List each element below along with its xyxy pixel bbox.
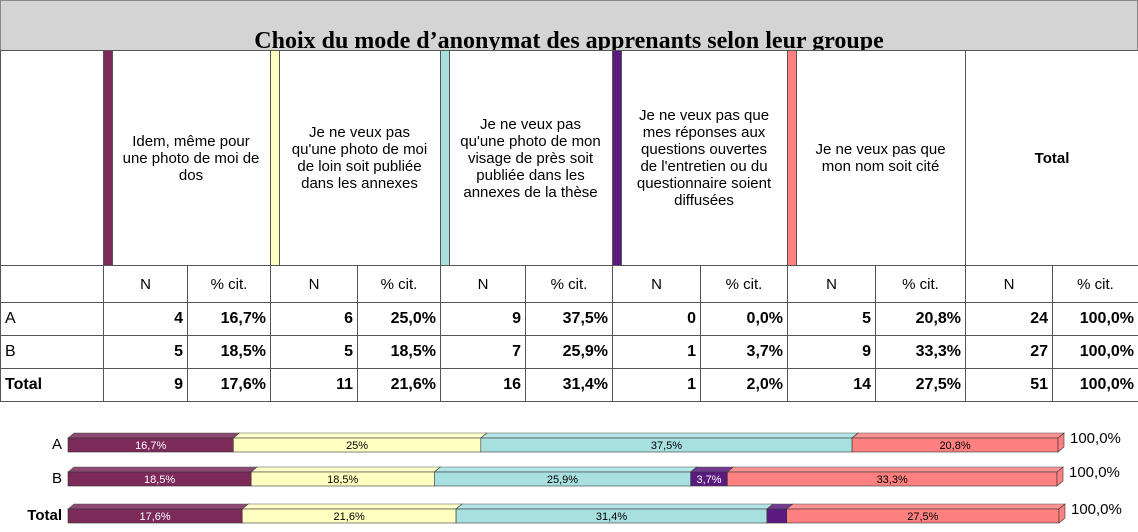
- cell: 21,6%: [357, 368, 441, 402]
- bar-top: [67, 466, 258, 473]
- value-label: 3,7%: [696, 474, 721, 486]
- cell: 24: [965, 302, 1054, 336]
- cell: 100,0%: [1052, 302, 1138, 336]
- subheader: % cit.: [700, 265, 789, 303]
- subheader: N: [270, 265, 358, 303]
- data-row: Total 9 17,6% 11 21,6% 16 31,4% 1 2,0% 14 27,5% 51 1…: [0, 368, 1138, 402]
- cell: 27: [965, 335, 1054, 369]
- bar-top: [67, 432, 241, 439]
- cell: 51: [965, 368, 1054, 402]
- bar-end: [1057, 432, 1065, 453]
- corner-cell: [0, 265, 104, 303]
- group-header: Idem, même pour une photo de moi de dos: [103, 50, 271, 266]
- color-stripe: [441, 51, 450, 265]
- cell: 3,7%: [700, 335, 789, 369]
- value-label: 17,6%: [140, 511, 171, 523]
- cell: 11: [270, 368, 358, 402]
- group-label: Je ne veux pas que mon nom soit cité: [815, 141, 946, 175]
- category-label: B: [52, 470, 62, 487]
- group-header: Je ne veux pas qu'une photo de mon visag…: [439, 50, 614, 266]
- bar-top: [455, 503, 774, 510]
- cell: 18,5%: [357, 335, 441, 369]
- group-label: Total: [1034, 149, 1070, 167]
- bar-top: [241, 503, 463, 510]
- bar-top: [250, 466, 442, 473]
- data-row: B 5 18,5% 5 18,5% 7 25,9% 1 3,7% 9 33,3% 27 100,0%: [0, 335, 1138, 369]
- total-label: 100,0%: [1070, 430, 1121, 447]
- cell: 31,4%: [524, 368, 614, 402]
- category-label: Total: [27, 507, 62, 524]
- color-stripe: [788, 51, 798, 265]
- bar: [766, 508, 788, 524]
- color-stripe: [104, 51, 113, 265]
- subheader: % cit.: [1052, 265, 1138, 303]
- cell: 0,0%: [700, 302, 789, 336]
- bar-top: [232, 432, 488, 439]
- color-stripe: [271, 51, 280, 265]
- value-label: 25,9%: [547, 474, 578, 486]
- total-label: 100,0%: [1071, 501, 1122, 518]
- subheader: N: [440, 265, 526, 303]
- group-header: Je ne veux pas qu'une photo de moi de lo…: [270, 50, 441, 266]
- bar-top: [785, 503, 1066, 510]
- subheader-row: N% cit. N% cit. N% cit. N% cit. N% cit. N% ci…: [0, 265, 1138, 303]
- value-label: 31,4%: [596, 511, 627, 523]
- group-label: Je ne veux pas qu'une photo de mon visag…: [460, 115, 601, 201]
- bar-top: [433, 466, 698, 473]
- bar-top: [67, 503, 250, 510]
- value-label: 21,6%: [334, 511, 365, 523]
- value-label: 27,5%: [907, 511, 938, 523]
- cell: 5: [103, 335, 188, 369]
- cell: 20,8%: [875, 302, 967, 336]
- cell: 9: [103, 368, 188, 402]
- subheader: N: [612, 265, 702, 303]
- group-header: Total: [965, 50, 1138, 266]
- bar-top: [480, 432, 859, 439]
- value-label: 37,5%: [651, 440, 682, 452]
- subheader: % cit.: [524, 265, 614, 303]
- corner-cell: [0, 50, 104, 266]
- subheader: N: [787, 265, 877, 303]
- cell: 18,5%: [187, 335, 271, 369]
- cell: 1: [612, 335, 702, 369]
- cell: 27,5%: [875, 368, 967, 402]
- cell: 5: [270, 335, 358, 369]
- row-label: Total: [0, 368, 104, 402]
- category-label: A: [52, 436, 62, 453]
- subheader: N: [103, 265, 188, 303]
- group-label: Je ne veux pas qu'une photo de moi de lo…: [291, 124, 428, 192]
- value-label: 33,3%: [877, 474, 908, 486]
- value-label: 20,8%: [939, 440, 970, 452]
- cell: 1: [612, 368, 702, 402]
- group-label: Je ne veux pas que mes réponses aux ques…: [636, 107, 772, 209]
- title: Choix du mode d’anonymat des apprenants …: [0, 0, 1138, 51]
- cell: 33,3%: [875, 335, 967, 369]
- cell: 17,6%: [187, 368, 271, 402]
- bar-top: [689, 466, 735, 473]
- cell: 16: [440, 368, 526, 402]
- bar-top: [726, 466, 1064, 473]
- cell: 7: [440, 335, 526, 369]
- bar-top: [851, 432, 1065, 439]
- value-label: 18,5%: [327, 474, 358, 486]
- total-label: 100,0%: [1069, 464, 1120, 481]
- color-stripe: [613, 51, 623, 265]
- value-label: 25%: [346, 440, 368, 452]
- cell: 6: [270, 302, 358, 336]
- cell: 14: [787, 368, 877, 402]
- cell: 2,0%: [700, 368, 789, 402]
- value-label: 18,5%: [144, 474, 175, 486]
- bar-end: [1058, 503, 1066, 524]
- group-header: Je ne veux pas que mes réponses aux ques…: [612, 50, 789, 266]
- cell: 25,9%: [524, 335, 614, 369]
- header-row: Idem, même pour une photo de moi de dos J…: [0, 50, 1138, 266]
- bar-end: [1056, 466, 1064, 487]
- table: Idem, même pour une photo de moi de dos J…: [0, 50, 1138, 402]
- group-header: Je ne veux pas que mon nom soit cité: [787, 50, 967, 266]
- group-label: Idem, même pour une photo de moi de dos: [122, 132, 260, 184]
- value-label: 16,7%: [135, 440, 166, 452]
